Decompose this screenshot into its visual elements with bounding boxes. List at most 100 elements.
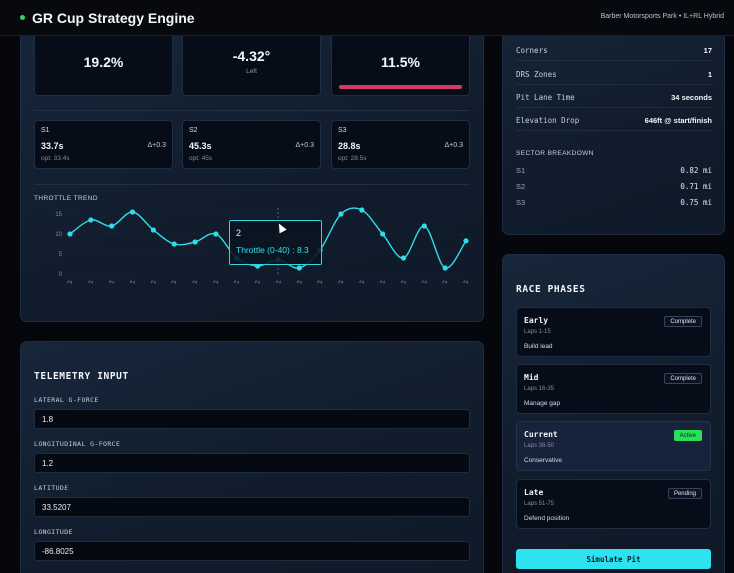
x-tick-label: 2 bbox=[131, 280, 137, 284]
phase-status-badge: Complete bbox=[664, 316, 702, 327]
sector-name: S3 bbox=[338, 127, 347, 134]
sector-delta: Δ+0.3 bbox=[444, 142, 464, 149]
app-title: GR Cup Strategy Engine bbox=[32, 9, 195, 26]
x-tick-label: 2 bbox=[68, 280, 74, 284]
phase-description: Build lead bbox=[524, 343, 553, 350]
data-point[interactable] bbox=[213, 231, 219, 237]
phase-laps: Laps 51-75 bbox=[524, 501, 555, 507]
stat-key: Pit Lane Time bbox=[516, 93, 575, 102]
data-point[interactable] bbox=[400, 255, 407, 261]
stat-value: 34 seconds bbox=[671, 93, 712, 102]
simulate-pit-button[interactable]: Simulate Pit bbox=[516, 549, 711, 569]
sector-time: 45.3s bbox=[189, 141, 212, 151]
sector-distance: 0.82 mi bbox=[680, 166, 712, 175]
stat-key: DRS Zones bbox=[516, 70, 557, 79]
longitude-label: LONGITUDE bbox=[34, 528, 73, 536]
sector-key: S3 bbox=[516, 198, 526, 207]
lateral-g-label: LATERAL G-FORCE bbox=[34, 396, 99, 404]
x-tick-label: 2 bbox=[110, 280, 116, 284]
sector-time: 33.7s bbox=[41, 141, 64, 151]
data-point[interactable] bbox=[421, 223, 427, 229]
phase-name: Mid bbox=[524, 373, 539, 382]
lateral-g-input[interactable] bbox=[34, 409, 470, 429]
data-point[interactable] bbox=[338, 211, 344, 217]
data-point[interactable] bbox=[150, 227, 156, 233]
stat-value: 17 bbox=[703, 46, 712, 55]
section-divider bbox=[34, 110, 470, 111]
sector-optimal: opt: 45s bbox=[189, 155, 213, 162]
y-tick-label: 15 bbox=[55, 212, 62, 218]
phase-description: Manage gap bbox=[524, 400, 561, 407]
sector-name: S2 bbox=[189, 127, 198, 134]
metric-card-3: 11.5% bbox=[331, 30, 470, 96]
longitude-input[interactable] bbox=[34, 541, 470, 561]
x-tick-label: 2 bbox=[339, 280, 345, 284]
x-tick-label: 2 bbox=[276, 280, 282, 284]
data-point[interactable] bbox=[192, 239, 198, 245]
sector-key: S1 bbox=[516, 166, 526, 175]
sector-time: 28.8s bbox=[338, 141, 361, 151]
phase-name: Early bbox=[524, 316, 549, 325]
tooltip-series: Throttle (0-40) bbox=[236, 245, 290, 255]
y-tick-label: 5 bbox=[59, 252, 63, 258]
x-tick-label: 2 bbox=[443, 280, 449, 284]
sector-optimal: opt: 33.4s bbox=[41, 155, 70, 162]
sector-breakdown-title: SECTOR BREAKDOWN bbox=[516, 150, 594, 157]
longitudinal-g-input[interactable] bbox=[34, 453, 470, 473]
data-point[interactable] bbox=[463, 238, 469, 244]
phase-laps: Laps 36-50 bbox=[524, 443, 555, 449]
sector-distance: 0.75 mi bbox=[680, 198, 712, 207]
x-tick-label: 2 bbox=[422, 280, 428, 284]
x-tick-label: 2 bbox=[214, 280, 220, 284]
sector-distance: 0.71 mi bbox=[680, 182, 712, 191]
telemetry-heading: TELEMETRY INPUT bbox=[34, 371, 129, 382]
data-point[interactable] bbox=[380, 231, 386, 237]
phase-laps: Laps 16-35 bbox=[524, 386, 555, 392]
sector-card-s1: S1 33.7s Δ+0.3 opt: 33.4s bbox=[34, 120, 173, 169]
stat-value: 646ft @ start/finish bbox=[644, 116, 712, 125]
x-tick-label: 2 bbox=[89, 280, 95, 284]
data-point[interactable] bbox=[129, 209, 136, 215]
chart-title: THROTTLE TREND bbox=[34, 195, 98, 202]
data-point[interactable] bbox=[296, 265, 302, 271]
data-point[interactable] bbox=[359, 207, 365, 213]
metric-level-bar bbox=[339, 85, 462, 89]
x-tick-label: 2 bbox=[193, 280, 199, 284]
x-tick-label: 2 bbox=[401, 280, 407, 284]
data-point[interactable] bbox=[442, 265, 448, 271]
latitude-input[interactable] bbox=[34, 497, 470, 517]
metric-sub-label: Left bbox=[246, 68, 257, 75]
phase-status-badge: Active bbox=[673, 430, 702, 441]
chart-tooltip: 2 Throttle (0-40) : 8.3 bbox=[229, 220, 322, 265]
tooltip-value: Throttle (0-40) : 8.3 bbox=[236, 245, 309, 255]
x-tick-label: 2 bbox=[151, 280, 157, 284]
phase-name: Late bbox=[524, 488, 544, 497]
sector-delta: Δ+0.3 bbox=[295, 142, 315, 149]
section-divider bbox=[34, 184, 470, 185]
phase-card-late[interactable]: Late Laps 51-75 Defend position Pending bbox=[516, 479, 711, 529]
x-tick-label: 2 bbox=[464, 280, 470, 284]
phase-card-mid[interactable]: Mid Laps 16-35 Manage gap Complete bbox=[516, 364, 711, 414]
stat-row-corners: Corners 17 bbox=[516, 38, 712, 61]
data-point[interactable] bbox=[67, 231, 73, 237]
phase-status-badge: Complete bbox=[664, 373, 702, 384]
data-point[interactable] bbox=[88, 217, 94, 223]
data-point[interactable] bbox=[171, 241, 177, 247]
race-phases-heading: RACE PHASES bbox=[516, 284, 586, 295]
phase-card-current[interactable]: Current Laps 36-50 Conservative Active bbox=[516, 421, 711, 471]
data-point[interactable] bbox=[109, 223, 115, 229]
metric-card-1: 19.2% bbox=[34, 30, 173, 96]
track-subtitle: Barber Motorsports Park • IL+RL Hybrid bbox=[600, 13, 724, 20]
stat-row-elevation: Elevation Drop 646ft @ start/finish bbox=[516, 108, 712, 131]
stat-key: Corners bbox=[516, 46, 548, 55]
x-tick-label: 2 bbox=[256, 280, 262, 284]
metric-value: 11.5% bbox=[381, 54, 420, 70]
phase-card-early[interactable]: Early Laps 1-15 Build lead Complete bbox=[516, 307, 711, 357]
phase-laps: Laps 1-15 bbox=[524, 329, 551, 335]
tooltip-title: 2 bbox=[236, 228, 242, 238]
stat-row-drs: DRS Zones 1 bbox=[516, 62, 712, 85]
track-info-panel bbox=[502, 0, 725, 235]
phase-description: Conservative bbox=[524, 457, 562, 464]
phase-name: Current bbox=[524, 430, 558, 439]
sector-optimal: opt: 28.5s bbox=[338, 155, 367, 162]
